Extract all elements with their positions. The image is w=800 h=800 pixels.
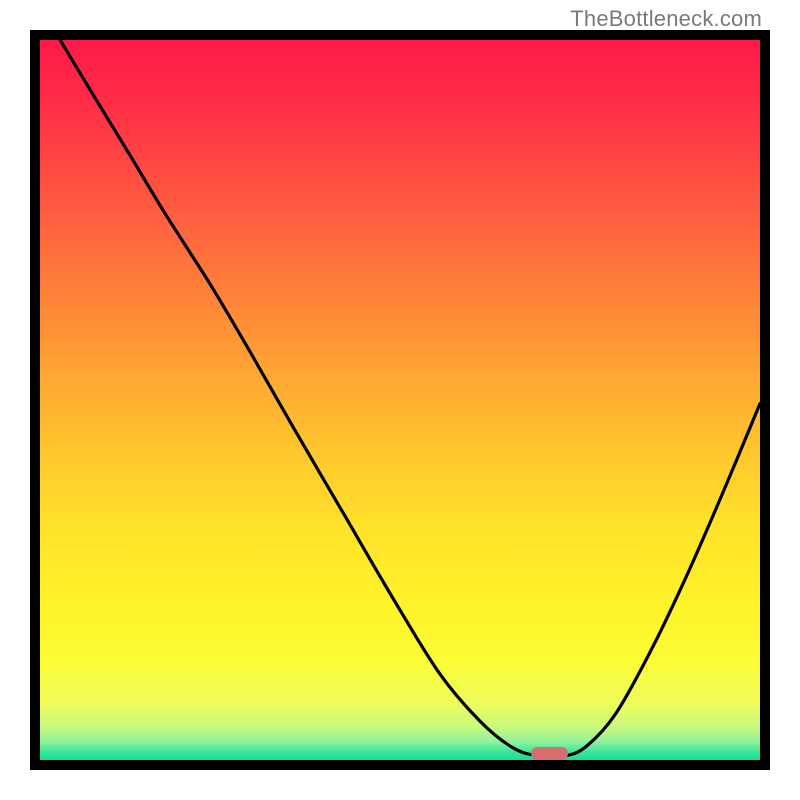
minimum-marker bbox=[531, 747, 568, 760]
curve-line bbox=[40, 40, 760, 760]
watermark-text: TheBottleneck.com bbox=[570, 6, 762, 32]
chart-frame bbox=[30, 30, 770, 770]
